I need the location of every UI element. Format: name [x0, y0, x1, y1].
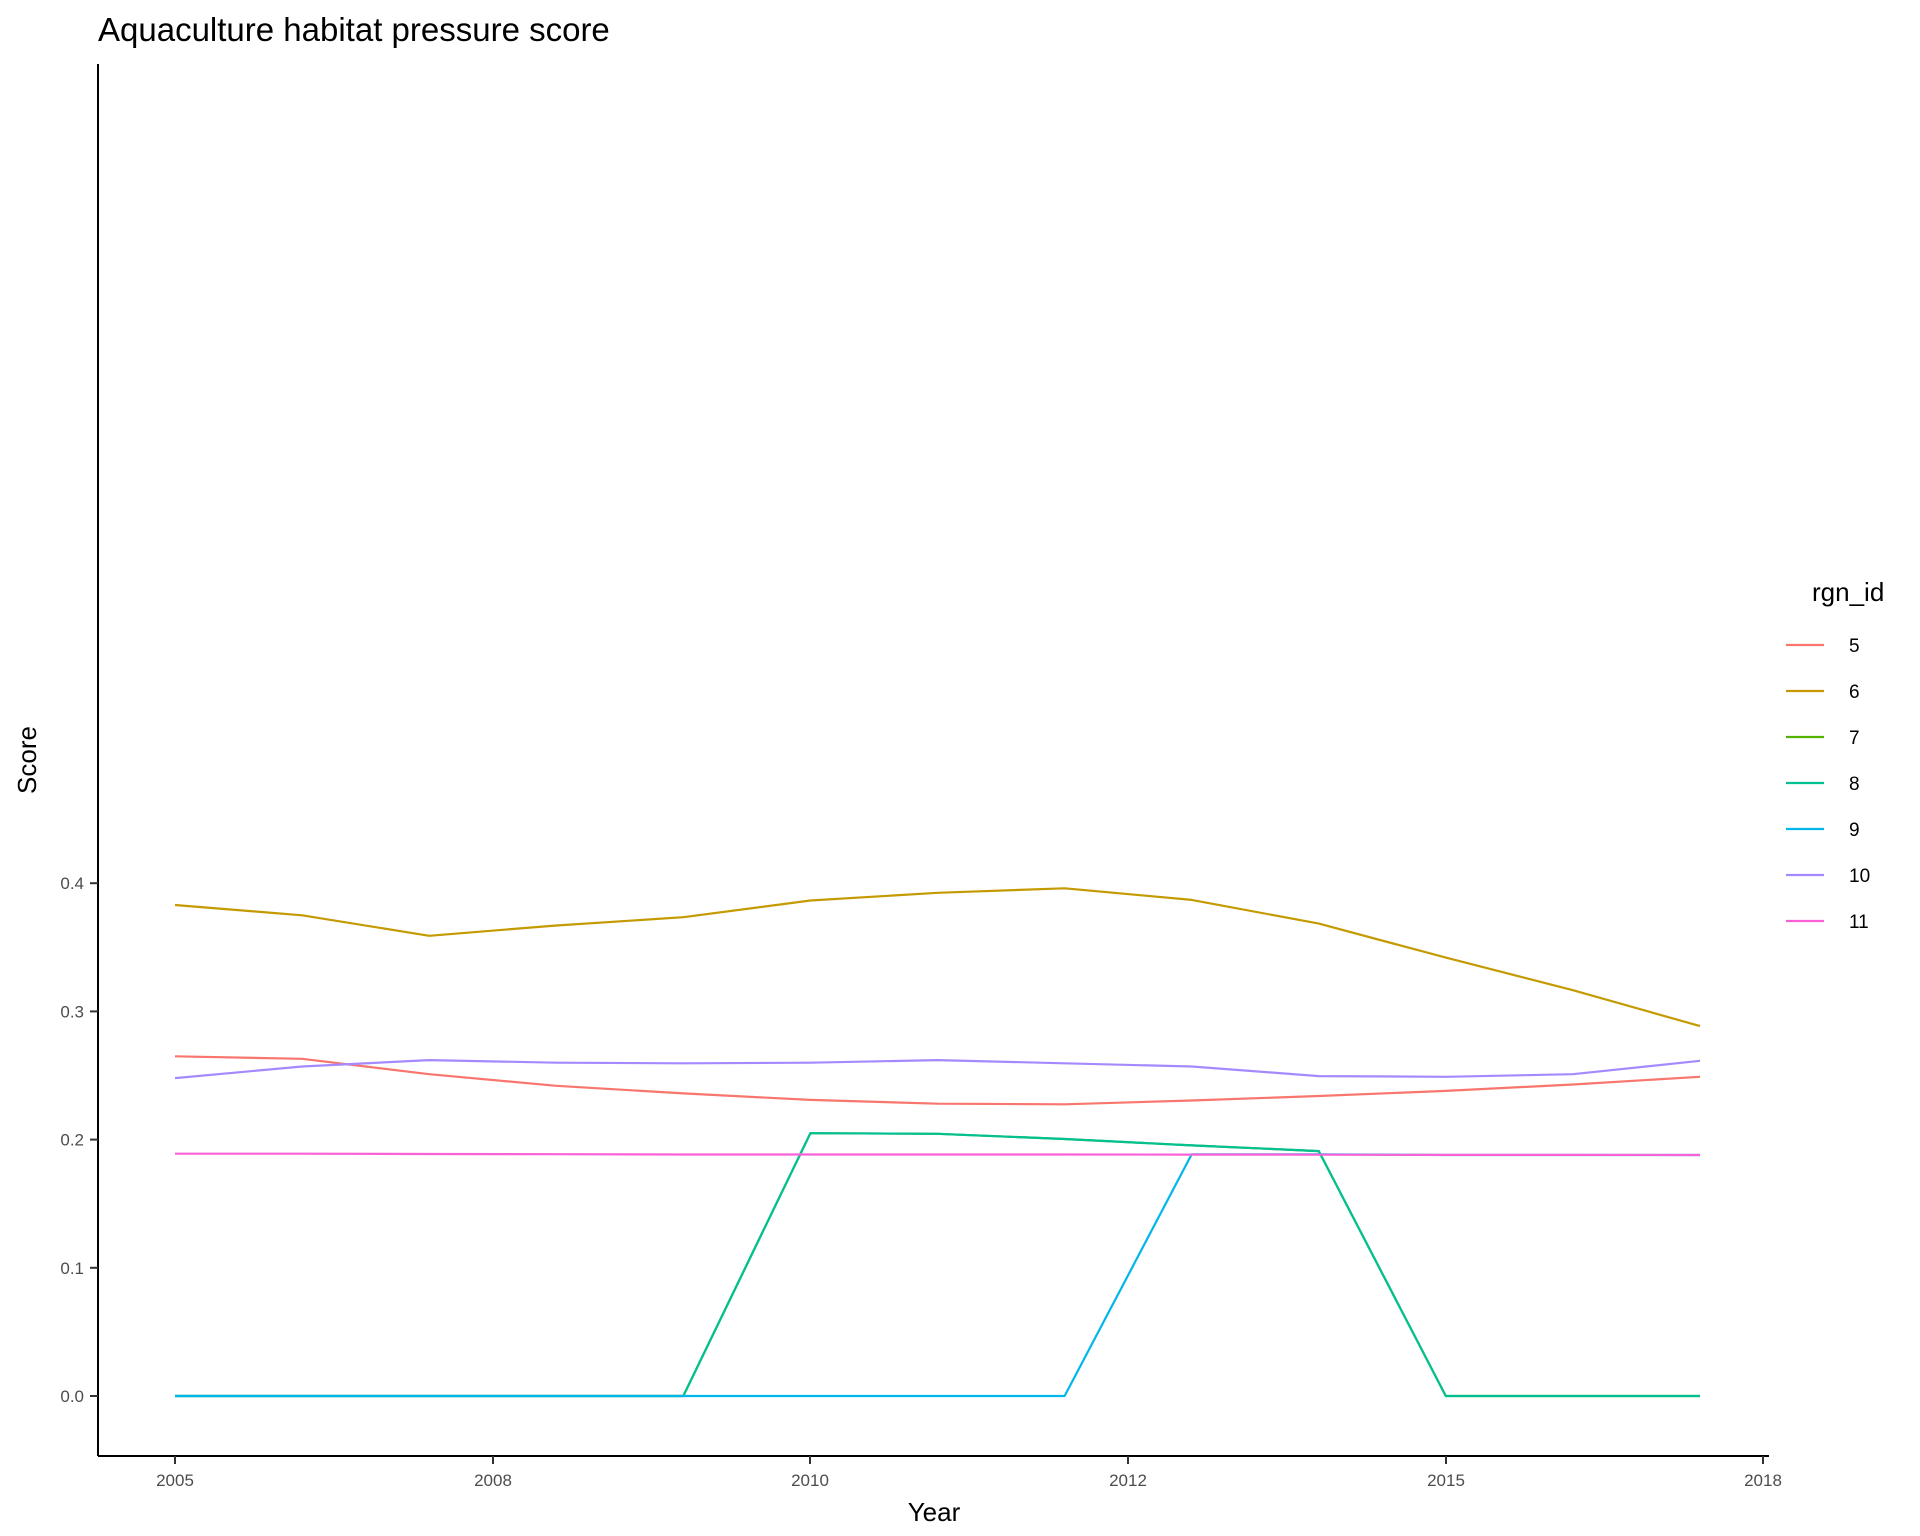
legend-label: 9 [1849, 820, 1860, 841]
legend-label: 10 [1849, 866, 1870, 887]
series-line-11 [175, 1152, 1701, 1157]
y-tick-label: 0.3 [60, 1002, 84, 1021]
series-line-7 [175, 1132, 1700, 1398]
y-tick-label: 0.4 [60, 874, 84, 893]
x-axis: 2005 2008 2010 2012 2015 2018 [156, 1456, 1782, 1490]
x-tick-label: 2010 [791, 1471, 829, 1490]
x-tick-label: 2005 [156, 1471, 194, 1490]
x-tick-label: 2008 [474, 1471, 512, 1490]
y-axis: 0.0 0.1 0.2 0.3 0.4 [60, 874, 98, 1406]
y-tick-label: 0.2 [60, 1131, 84, 1150]
legend-label: 5 [1849, 636, 1860, 657]
legend-label: 6 [1849, 682, 1860, 703]
x-tick-label: 2012 [1109, 1471, 1147, 1490]
series-line-8 [175, 1132, 1700, 1398]
x-tick-label: 2018 [1744, 1471, 1782, 1490]
plot-area [174, 887, 1701, 1398]
y-tick-label: 0.1 [60, 1259, 84, 1278]
legend-title: rgn_id [1812, 577, 1884, 607]
y-axis-title: Score [12, 726, 42, 794]
series-line-6 [174, 887, 1701, 1028]
x-axis-title: Year [908, 1497, 961, 1527]
chart-title: Aquaculture habitat pressure score [98, 11, 610, 48]
series-line-9 [175, 1153, 1700, 1398]
legend-label: 11 [1849, 912, 1869, 933]
legend: 5 6 7 8 9 10 11 [1786, 636, 1870, 933]
legend-label: 8 [1849, 774, 1860, 795]
series-line-5 [174, 1055, 1701, 1106]
x-tick-label: 2015 [1427, 1471, 1465, 1490]
series-line-10 [174, 1058, 1701, 1080]
legend-label: 7 [1849, 728, 1860, 749]
y-tick-label: 0.0 [60, 1387, 84, 1406]
